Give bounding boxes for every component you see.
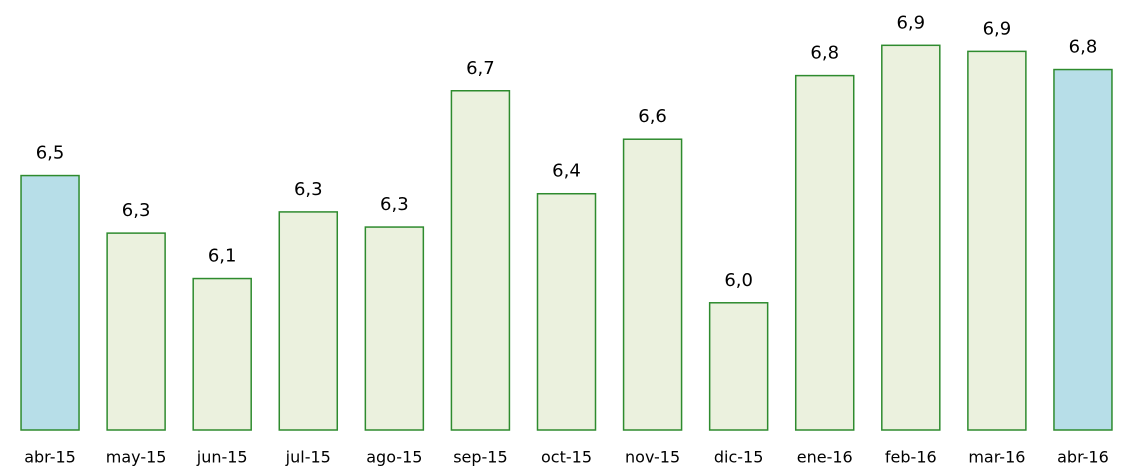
value-label: 6,6	[638, 106, 667, 127]
bar	[967, 50, 1027, 431]
bar	[536, 192, 597, 431]
value-label: 6,7	[466, 58, 495, 79]
bar	[364, 226, 425, 431]
x-tick-label: ago-15	[366, 448, 422, 467]
value-label: 6,9	[983, 18, 1012, 39]
x-tick-label: feb-16	[885, 448, 937, 467]
x-tick-label: may-15	[106, 448, 167, 467]
value-label: 6,1	[208, 246, 237, 267]
bar	[881, 44, 941, 431]
bar	[20, 174, 80, 431]
value-label: 6,9	[896, 12, 925, 33]
bar	[106, 232, 166, 431]
bar	[1053, 68, 1113, 431]
value-label: 6,8	[1069, 37, 1098, 58]
bar	[450, 90, 511, 431]
value-label: 6,3	[294, 179, 323, 200]
bar	[278, 211, 339, 431]
value-label: 6,8	[810, 43, 839, 64]
bar	[622, 138, 683, 431]
value-label: 6,5	[36, 143, 65, 164]
value-label: 6,4	[552, 161, 581, 182]
x-tick-label: jul-15	[285, 448, 331, 467]
bar	[794, 74, 855, 431]
value-label: 6,0	[724, 270, 753, 291]
x-tick-label: jun-15	[196, 448, 248, 467]
x-tick-label: nov-15	[625, 448, 680, 467]
x-tick-label: dic-15	[714, 448, 764, 467]
x-tick-label: abr-15	[24, 448, 76, 467]
x-tick-label: ene-16	[797, 448, 853, 467]
bar	[192, 277, 252, 431]
value-label: 6,3	[380, 194, 409, 215]
bar	[708, 302, 769, 431]
value-label: 6,3	[122, 200, 151, 221]
x-tick-label: mar-16	[968, 448, 1025, 467]
x-tick-label: oct-15	[541, 448, 592, 467]
x-tick-label: abr-16	[1057, 448, 1109, 467]
x-tick-label: sep-15	[453, 448, 507, 467]
